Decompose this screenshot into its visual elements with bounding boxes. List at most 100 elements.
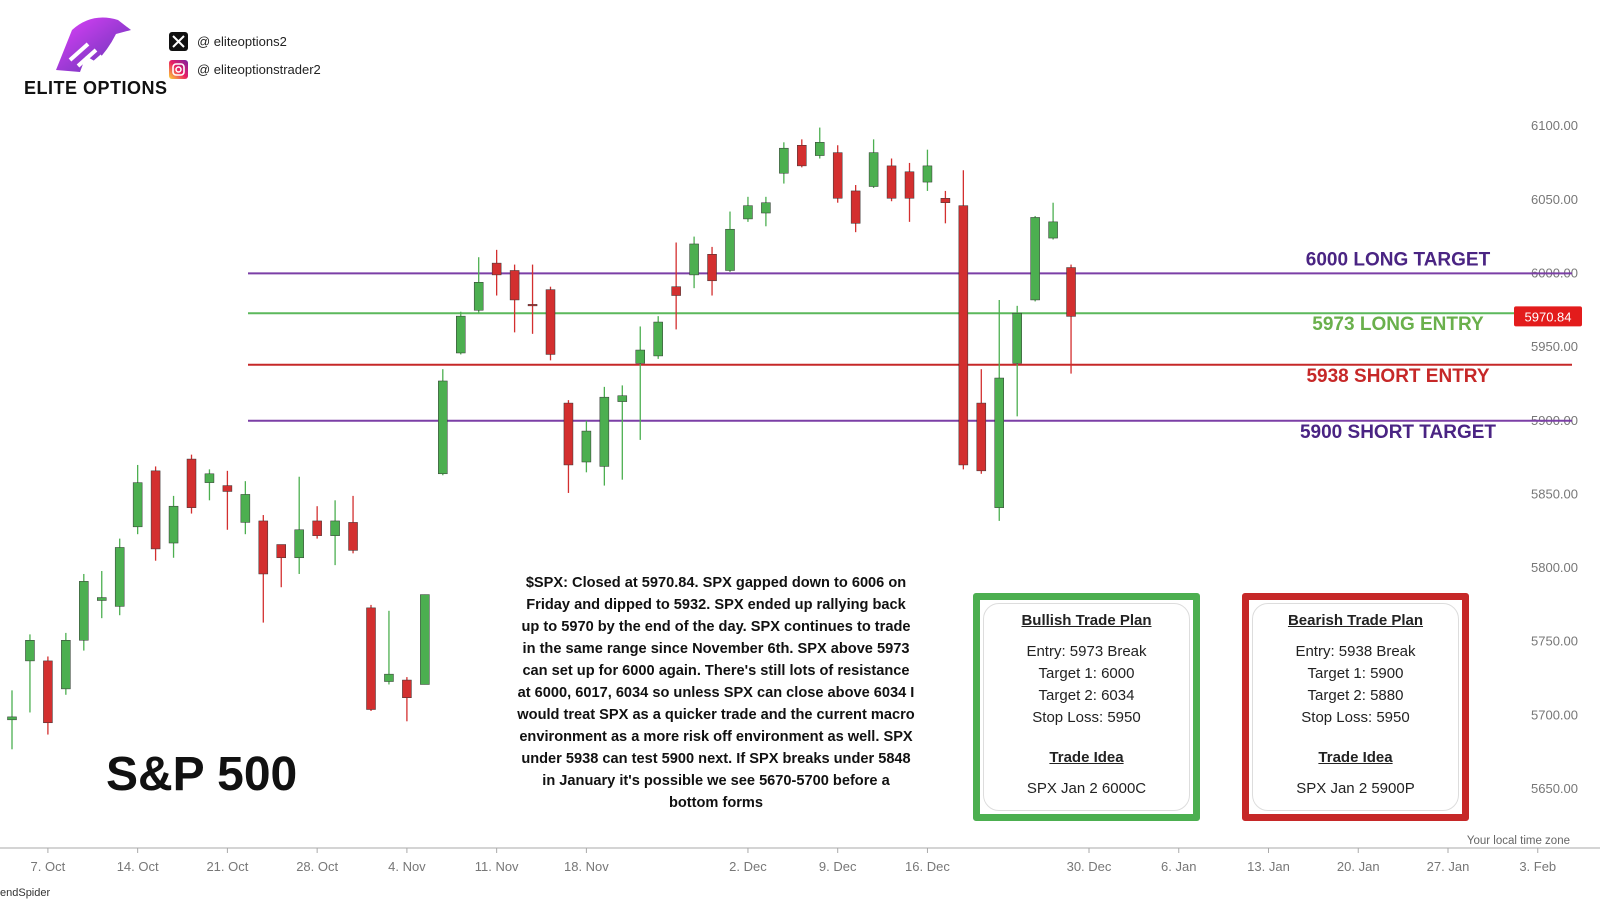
candle-body xyxy=(7,716,17,721)
candle-body xyxy=(815,142,825,156)
candle-body xyxy=(258,520,269,575)
candle-body xyxy=(509,270,520,301)
y-tick-label: 5750.00 xyxy=(1531,634,1578,649)
timezone-note: Your local time zone xyxy=(1467,835,1570,847)
candle-body xyxy=(868,152,879,187)
x-tick-label: 3. Feb xyxy=(1519,859,1556,874)
x-tick-label: 14. Oct xyxy=(117,859,159,874)
x-tick-label: 6. Jan xyxy=(1161,859,1196,874)
plan-line: Entry: 5973 Break xyxy=(1026,643,1147,660)
candle-body xyxy=(617,395,628,402)
logo-stripes xyxy=(68,42,104,72)
candle-body xyxy=(384,673,394,682)
social-handle: @ eliteoptions2 xyxy=(197,34,287,49)
y-tick-label: 5800.00 xyxy=(1531,560,1578,575)
x-glyph xyxy=(172,35,185,48)
level-label: 5973 LONG ENTRY xyxy=(1312,314,1484,335)
candle-body xyxy=(527,304,538,307)
chart-title: S&P 500 xyxy=(106,748,297,801)
candle-body xyxy=(653,321,663,357)
watermark: endSpider xyxy=(0,887,50,899)
candle-body xyxy=(563,402,574,466)
x-tick-label: 9. Dec xyxy=(819,859,857,874)
candle-body xyxy=(294,529,304,559)
candle-body xyxy=(1012,312,1022,364)
candle-body xyxy=(779,147,789,174)
candle-body xyxy=(348,522,358,551)
candle-body xyxy=(545,289,556,355)
brand: ELITE OPTIONS xyxy=(24,78,168,98)
plan-body: Bullish Trade Plan Entry: 5973 Break Tar… xyxy=(983,603,1190,811)
candle-body xyxy=(958,205,969,466)
candle-body xyxy=(581,430,592,463)
candle-body xyxy=(25,640,35,662)
candle-body xyxy=(420,594,430,685)
x-tick-label: 16. Dec xyxy=(905,859,950,874)
candle-body xyxy=(635,349,645,364)
candle-body xyxy=(976,402,987,472)
candle-body xyxy=(689,243,699,276)
candle-body xyxy=(473,282,484,311)
commentary: $SPX: Closed at 5970.84. SPX gapped down… xyxy=(517,575,915,811)
plan-line: Target 2: 6034 xyxy=(1038,687,1135,704)
instagram-icon xyxy=(169,60,188,79)
price-tag xyxy=(1514,306,1582,327)
candle-body xyxy=(1066,267,1076,317)
price-tag-label: 5970.84 xyxy=(1525,309,1572,324)
candle-body xyxy=(725,228,735,271)
candle-body xyxy=(97,597,107,601)
x-tick-label: 20. Jan xyxy=(1337,859,1380,874)
level-label: 5900 SHORT TARGET xyxy=(1300,422,1496,443)
x-tick-label: 30. Dec xyxy=(1067,859,1112,874)
plan-line: Entry: 5938 Break xyxy=(1295,643,1416,660)
social-handle: @ eliteoptionstrader2 xyxy=(197,62,321,77)
plan-title: Bullish Trade Plan xyxy=(1021,612,1152,629)
candle-body xyxy=(366,607,376,710)
plan-line: Stop Loss: 5950 xyxy=(1032,709,1141,726)
plan-line: Target 1: 6000 xyxy=(1038,665,1135,682)
candle-body xyxy=(797,145,807,167)
candle-body xyxy=(168,505,179,544)
candle-body xyxy=(438,380,448,475)
candle-body xyxy=(79,581,89,641)
idea-title: Trade Idea xyxy=(1318,749,1393,766)
candle-body xyxy=(1030,217,1040,301)
x-tick-label: 18. Nov xyxy=(564,859,609,874)
candle-body xyxy=(922,165,933,183)
ig-glyph xyxy=(172,63,185,76)
candle-body xyxy=(850,190,861,224)
candle-body xyxy=(204,473,215,483)
bullish-plan: Bullish Trade Plan Entry: 5973 Break Tar… xyxy=(973,593,1200,821)
candle-body xyxy=(456,315,466,354)
candle-body xyxy=(671,286,681,296)
candle-body xyxy=(743,205,753,220)
plan-title: Bearish Trade Plan xyxy=(1287,612,1424,629)
candle-body xyxy=(1048,221,1058,239)
candle-body xyxy=(491,262,502,276)
candle-body xyxy=(132,482,143,528)
plan-body: Bearish Trade Plan Entry: 5938 Break Tar… xyxy=(1252,603,1459,811)
candle-body xyxy=(61,640,71,690)
candle-body xyxy=(940,198,951,203)
candle-body xyxy=(886,165,897,199)
candle-body xyxy=(832,152,843,199)
candle-body xyxy=(994,377,1004,508)
candle-body xyxy=(330,520,340,536)
plan-line: Target 1: 5900 xyxy=(1307,665,1404,682)
x-tick-label: 28. Oct xyxy=(296,859,338,874)
y-tick-label: 6100.00 xyxy=(1531,118,1578,133)
candle-body xyxy=(599,396,610,467)
candle-body xyxy=(222,485,233,492)
candle-body xyxy=(707,254,717,282)
candle-body xyxy=(276,544,286,559)
candle-body xyxy=(312,520,322,536)
level-label: 6000 LONG TARGET xyxy=(1306,249,1491,270)
y-tick-label: 5950.00 xyxy=(1531,339,1578,354)
x-tick-label: 4. Nov xyxy=(388,859,426,874)
x-tick-label: 2. Dec xyxy=(729,859,767,874)
plan-line: Stop Loss: 5950 xyxy=(1301,709,1410,726)
x-icon xyxy=(169,32,188,51)
plan-line: Target 2: 5880 xyxy=(1307,687,1404,704)
